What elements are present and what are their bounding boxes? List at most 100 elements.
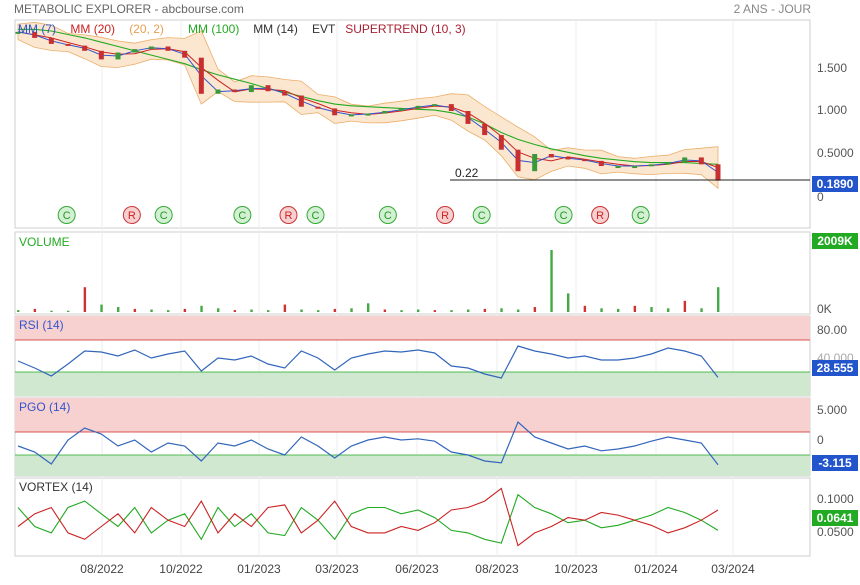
price-candle [348,114,354,117]
legend-item: (20, 2) [129,22,164,36]
buy-signal-marker [554,206,573,224]
vortex-tick-label: 0.1000 [817,492,854,506]
rsi-tick-label: 80.00 [817,323,847,337]
rsi-oversold-zone [15,372,810,396]
buy-signal-marker [233,206,252,224]
legend-item: EVT [312,22,336,36]
volume-bar [600,308,603,312]
volume-bar [583,305,587,312]
buy-signal-marker [306,206,325,224]
price-candle [632,166,638,169]
pgo-line [17,420,719,466]
price-candle [365,113,371,116]
pgo-tag [812,455,858,471]
x-axis: 08/2022 10/2022 01/2023 03/2023 06/2023 08/20… [80,562,755,576]
legend-item: MM (20) [70,22,115,36]
signal-label: R [285,210,293,222]
legend-item: MM (14) [253,22,298,36]
volume-bar [183,308,187,312]
sell-signal-marker [279,206,298,224]
buy-signal-marker [57,206,76,224]
volume-bar [117,307,120,312]
volume-bar [350,308,353,312]
price-candle [582,159,588,162]
price-candle [232,89,238,93]
price-candle [615,166,621,169]
price-candle [198,57,204,94]
volume-bar [700,308,703,312]
volume-last-value: 2009K [817,234,853,248]
pgo-tick-label: 5.000 [817,403,847,417]
buy-signal-marker [631,206,650,224]
volume-bar [300,309,303,312]
price-tick-label: 1.000 [817,103,847,117]
chart-title: METABOLIC EXPLORER - abcbourse.com [14,2,244,16]
vortex-last-value: 0.0641 [817,511,854,525]
vortex-minus-line [17,487,719,547]
volume-bar [17,310,20,312]
price-candle [565,157,571,160]
signal-label: R [441,210,449,222]
volume-bar [133,308,137,312]
price-candle [98,50,104,60]
price-candle [82,45,88,51]
volume-bar [500,308,503,312]
price-candle [298,95,304,107]
signal-label: C [312,210,320,222]
x-tick-label: 08/2023 [475,562,519,576]
price-candle [165,46,171,51]
buy-signal-marker [154,206,173,224]
volume-bar [433,310,437,312]
volume-bar [200,305,203,312]
price-candle [48,37,54,44]
price-candle [498,135,504,150]
x-tick-label: 01/2023 [237,562,281,576]
pgo-oversold-zone [15,455,810,476]
volume-bar [450,310,453,312]
price-candle [698,157,704,165]
price-candle [448,104,454,111]
volume-bar [517,309,520,312]
volume-bar [400,310,403,312]
volume-bar [567,293,570,312]
signal-label: C [238,210,246,222]
volume-bar [250,309,253,312]
pgo-title: PGO (14) [19,400,70,414]
price-tick-label: 1.500 [817,61,847,75]
price-candle [482,123,488,136]
x-tick-label: 10/2022 [159,562,203,576]
vortex-tick-label: 0.0500 [817,525,854,539]
vortex-panel [14,477,811,557]
volume-bar [483,308,487,312]
rsi-title: RSI (14) [19,318,64,332]
sell-signal-marker [436,206,455,224]
volume-bar [83,287,87,312]
price-candle [182,50,188,58]
sell-signal-marker [591,206,610,224]
period-label: 2 ANS - JOUR [734,2,812,16]
volume-bar [383,309,387,312]
volume-bar [717,287,720,312]
volume-bar [150,309,153,312]
signal-label: C [478,210,486,222]
price-candle [465,111,471,124]
volume-bar [550,250,553,312]
x-tick-label: 08/2022 [80,562,124,576]
volume-bar [533,307,537,312]
price-candle [548,154,554,158]
signal-label: C [63,210,71,222]
volume-bar [683,300,687,312]
price-candle [148,46,154,50]
volume-bar [667,308,670,312]
x-tick-label: 06/2023 [395,562,439,576]
volume-bar [467,309,470,312]
volume-tag [812,233,858,249]
buy-signal-marker [378,206,397,224]
price-candle [332,108,338,116]
last-price-value: 0.1890 [817,177,854,191]
price-candle [515,149,521,172]
last-price-tag [812,176,858,192]
vortex-title: VORTEX (14) [19,480,93,494]
